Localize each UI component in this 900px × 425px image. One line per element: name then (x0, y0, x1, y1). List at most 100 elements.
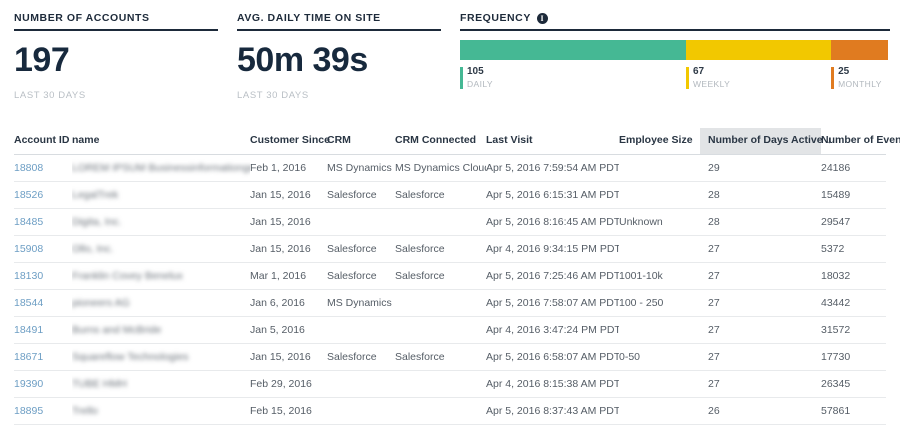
cell-account-id: 18895 (14, 397, 72, 425)
cell-crm (327, 208, 395, 236)
cell-customer-since: Mar 1, 2016 (250, 262, 327, 290)
account-id-link[interactable]: 18130 (14, 270, 44, 282)
column-header-label: name (72, 134, 100, 146)
table-row[interactable]: 18544 pioneers AG Jan 6, 2016 MS Dynamics Ap… (14, 289, 886, 317)
column-header-label: CRM Connected (395, 134, 477, 146)
frequency-legend-count: 67 (692, 66, 705, 77)
cell-account-name: LegalTrek (72, 181, 250, 209)
column-header-label: Number of Days Active (708, 134, 823, 146)
account-id-link[interactable]: 18491 (14, 324, 44, 336)
table-header: Account ID name Customer Since CRM CRM Conne… (14, 128, 900, 155)
column-header-crm[interactable]: CRM (327, 128, 395, 155)
cell-account-name: Digita, Inc. (72, 208, 250, 236)
cell-events: 31572 (821, 316, 886, 344)
account-id-link[interactable]: 15908 (14, 243, 44, 255)
cell-crm-connected: Salesforce (395, 262, 486, 290)
cell-customer-since: Feb 15, 2016 (250, 397, 327, 425)
cell-days-active: 27 (700, 343, 821, 371)
column-header-employee-size[interactable]: Employee Size (619, 128, 700, 155)
table-row[interactable]: 18671 Squareflow Technologies Jan 15, 2016… (14, 343, 886, 371)
account-id-link[interactable]: 18808 (14, 162, 44, 174)
frequency-legend: 105 DAILY 67 WEEKLY 25 MONTHLY (460, 66, 888, 100)
cell-account-name: Trello (72, 397, 250, 425)
cell-days-active: 27 (700, 235, 821, 263)
cell-account-name: TUBE HMH (72, 370, 250, 398)
table-row[interactable]: 15908 Ollo, Inc. Jan 15, 2016 Salesforce Sal… (14, 235, 886, 263)
column-header-number-of-events[interactable]: Number of Events (821, 128, 900, 155)
account-id-link[interactable]: 18526 (14, 189, 44, 201)
cell-days-active: 29 (700, 154, 821, 182)
frequency-segment-daily[interactable] (460, 40, 686, 60)
cell-events: 15489 (821, 181, 886, 209)
table-row[interactable]: 18526 LegalTrek Jan 15, 2016 Salesforce Sale… (14, 181, 886, 209)
cell-last-visit: Apr 5, 2016 6:58:07 AM PDT (486, 343, 619, 371)
column-header-label: Number of Events (821, 134, 900, 146)
frequency-legend-count: 25 (838, 66, 850, 77)
column-header-account-id[interactable]: Account ID (14, 128, 72, 155)
kpi-card-number-of-accounts: NUMBER OF ACCOUNTS 197 LAST 30 DAYS (14, 12, 218, 101)
frequency-legend-item-weekly: 67 WEEKLY (685, 66, 731, 90)
cell-crm-connected: Salesforce (395, 235, 486, 263)
column-header-last-visit[interactable]: Last Visit (486, 128, 619, 155)
account-id-link[interactable]: 18485 (14, 216, 44, 228)
cell-events: 57861 (821, 397, 886, 425)
column-header-label: Last Visit (486, 134, 533, 146)
account-id-link[interactable]: 19390 (14, 378, 44, 390)
cell-account-name: pioneers AG (72, 289, 250, 317)
frequency-segment-weekly[interactable] (685, 40, 832, 60)
cell-customer-since: Jan 15, 2016 (250, 181, 327, 209)
cell-crm: Salesforce (327, 181, 395, 209)
info-icon[interactable]: i (536, 12, 548, 24)
cell-days-active: 27 (700, 262, 821, 290)
table-row[interactable]: 18485 Digita, Inc. Jan 15, 2016 Apr 5, 2016… (14, 208, 886, 236)
cell-employee-size (619, 316, 700, 344)
cell-employee-size: 100 - 250 (619, 289, 700, 317)
table-row[interactable]: 18491 Burns and McBride Jan 5, 2016 Apr 4, … (14, 316, 886, 344)
kpi-card-avg-daily-time-on-site: AVG. DAILY TIME ON SITE 50m 39s LAST 30 … (237, 12, 441, 101)
cell-crm: Salesforce (327, 262, 395, 290)
cell-days-active: 27 (700, 316, 821, 344)
cell-customer-since: Jan 6, 2016 (250, 289, 327, 317)
column-header-name[interactable]: name (72, 128, 250, 155)
frequency-segment-monthly[interactable] (831, 40, 888, 60)
column-header-customer-since[interactable]: Customer Since (250, 128, 330, 155)
kpi-title: NUMBER OF ACCOUNTS (14, 12, 218, 29)
accounts-table: Account ID name Customer Since CRM CRM Conne… (14, 128, 900, 425)
table-row[interactable]: 18895 Trello Feb 15, 2016 Apr 5, 2016 8:37:… (14, 397, 886, 425)
cell-crm: Salesforce (327, 343, 395, 371)
frequency-legend-label: WEEKLY (692, 79, 731, 89)
table-row[interactable]: 18808 LOREM IPSUM Businessinformationgene… (14, 154, 886, 182)
table-row[interactable]: 18130 Franklin Covey Benelux Mar 1, 2016 Sa… (14, 262, 886, 290)
cell-days-active: 28 (700, 181, 821, 209)
cell-crm: MS Dynamics (327, 289, 395, 317)
column-header-number-of-days-active[interactable]: Number of Days Active ↓ (700, 128, 832, 155)
cell-employee-size: 0-50 (619, 343, 700, 371)
column-header-label: Account ID (14, 134, 70, 146)
cell-events: 26345 (821, 370, 886, 398)
cell-crm-connected (395, 289, 486, 317)
cell-last-visit: Apr 5, 2016 7:59:54 AM PDT (486, 154, 619, 182)
cell-employee-size (619, 154, 700, 182)
cell-customer-since: Jan 15, 2016 (250, 343, 327, 371)
cell-customer-since: Jan 5, 2016 (250, 316, 327, 344)
cell-crm-connected (395, 397, 486, 425)
cell-account-name: LOREM IPSUM Businessinformationgenerica (72, 154, 250, 182)
cell-employee-size: 1001-10k (619, 262, 700, 290)
account-name-redacted: Ollo, Inc. (72, 243, 114, 255)
cell-account-id: 18130 (14, 262, 72, 290)
account-name-redacted: Trello (72, 405, 98, 417)
table-row[interactable]: 19390 TUBE HMH Feb 29, 2016 Apr 4, 2016 8:1… (14, 370, 886, 398)
account-id-link[interactable]: 18544 (14, 297, 44, 309)
kpi-subtitle-accounts: LAST 30 DAYS (14, 90, 86, 101)
account-name-redacted: Franklin Covey Benelux (72, 270, 183, 282)
cell-employee-size (619, 181, 700, 209)
column-header-crm-connected[interactable]: CRM Connected (395, 128, 486, 155)
cell-last-visit: Apr 5, 2016 7:25:46 AM PDT (486, 262, 619, 290)
account-id-link[interactable]: 18671 (14, 351, 44, 363)
cell-account-name: Ollo, Inc. (72, 235, 250, 263)
frequency-legend-label: MONTHLY (838, 79, 882, 89)
account-name-redacted: pioneers AG (72, 297, 130, 309)
kpi-title-label: NUMBER OF ACCOUNTS (14, 12, 150, 24)
account-id-link[interactable]: 18895 (14, 405, 44, 417)
cell-last-visit: Apr 5, 2016 7:58:07 AM PDT (486, 289, 619, 317)
